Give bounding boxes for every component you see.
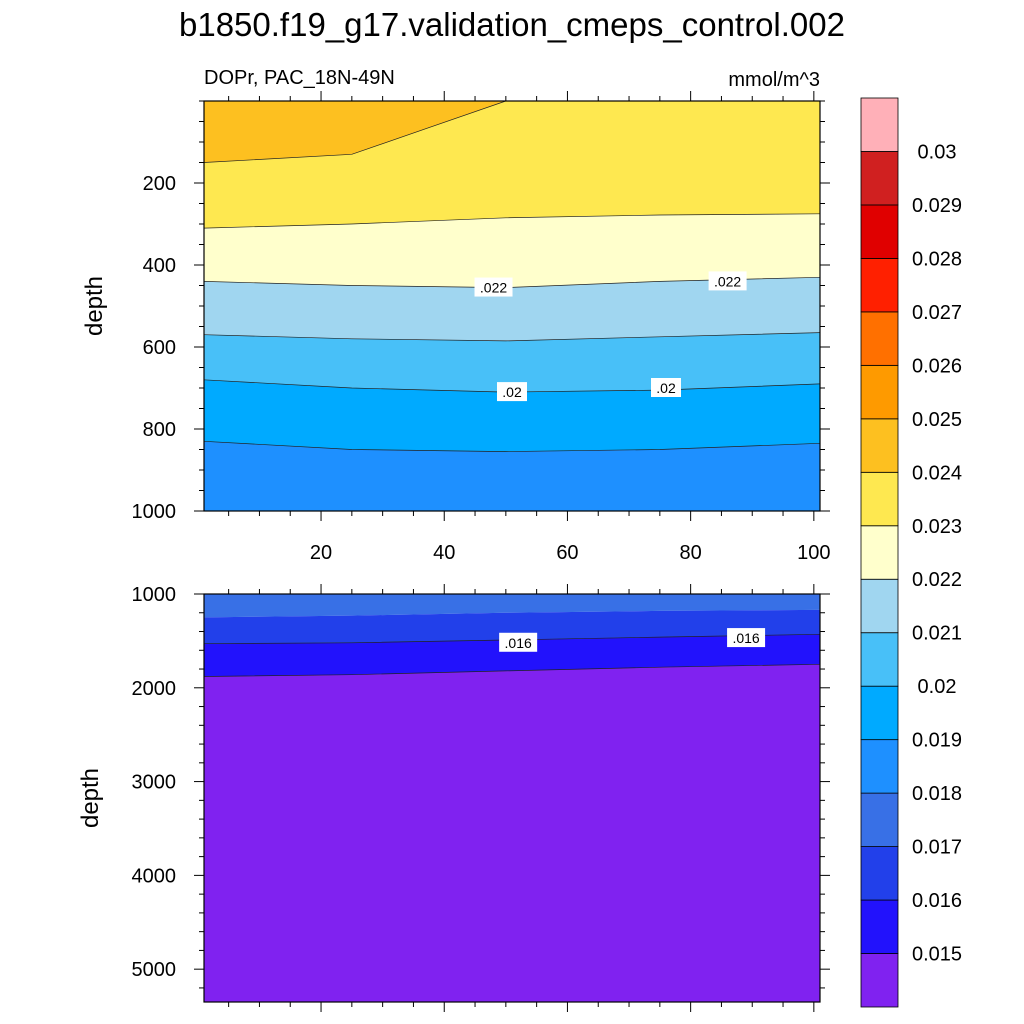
y-tick-label: 200 bbox=[143, 173, 176, 195]
colorbar-swatch bbox=[860, 204, 899, 259]
y-tick-label: 1000 bbox=[132, 501, 177, 523]
colorbar-swatch bbox=[860, 685, 899, 741]
y-tick-label: 5000 bbox=[132, 959, 177, 981]
x-tick-label: 20 bbox=[310, 542, 332, 564]
contour-line bbox=[203, 663, 821, 677]
colorbar-swatch bbox=[860, 258, 899, 313]
colorbar-label: 0.02 bbox=[918, 676, 957, 698]
colorbar-swatch bbox=[860, 471, 899, 527]
y-tick-label: 400 bbox=[143, 255, 176, 277]
plot-frame bbox=[203, 593, 821, 1003]
contour-label: .016 bbox=[499, 632, 538, 652]
colorbar-swatch bbox=[860, 151, 899, 206]
left-subtitle: DOPr, PAC_18N-49N bbox=[204, 67, 395, 89]
colorbar-swatch bbox=[860, 899, 899, 954]
colorbar-label: 0.027 bbox=[912, 302, 962, 324]
contour-label: .016 bbox=[727, 628, 766, 648]
contour-band bbox=[204, 101, 820, 229]
colorbar-swatch bbox=[860, 97, 899, 152]
contour-label: .02 bbox=[651, 378, 681, 397]
chart-title: b1850.f19_g17.validation_cmeps_control.0… bbox=[179, 6, 845, 43]
colorbar-swatch bbox=[860, 792, 899, 847]
x-tick-label: 100 bbox=[797, 542, 830, 564]
contour-band bbox=[204, 379, 820, 452]
contour-band bbox=[204, 441, 820, 511]
y-tick-label: 4000 bbox=[132, 865, 177, 887]
contour-band bbox=[204, 594, 820, 618]
colorbar-label: 0.025 bbox=[912, 409, 962, 431]
x-tick-label: 80 bbox=[680, 542, 702, 564]
contour-label-text: .016 bbox=[732, 630, 759, 646]
colorbar-swatch bbox=[860, 578, 899, 634]
y-tick-label: 3000 bbox=[132, 772, 177, 794]
colorbar: 0.015 0.016 0.017 0.018 0.019 0.02 0.021 0.022 0… bbox=[860, 97, 962, 1008]
colorbar-label: 0.03 bbox=[918, 141, 957, 163]
colorbar-label: 0.017 bbox=[912, 837, 962, 859]
colorbar-label: 0.028 bbox=[912, 248, 962, 270]
upper-ylabel: depth bbox=[81, 276, 108, 336]
colorbar-label: 0.019 bbox=[912, 730, 962, 752]
contour-label-text: .02 bbox=[656, 380, 676, 396]
colorbar-label: 0.022 bbox=[912, 569, 962, 591]
colorbar-swatch bbox=[860, 364, 899, 420]
contour-label-text: .016 bbox=[505, 635, 532, 651]
upper-panel: .022 .022 .02 .02 200 400 600 800 1000 20 40 60 80 10… bbox=[132, 91, 831, 564]
contour-band bbox=[204, 332, 820, 393]
colorbar-label: 0.029 bbox=[912, 195, 962, 217]
colorbar-swatch bbox=[860, 739, 899, 794]
units-subtitle: mmol/m^3 bbox=[728, 69, 820, 91]
x-tick-label: 60 bbox=[556, 542, 578, 564]
contour-label-text: .022 bbox=[714, 273, 741, 289]
lower-ylabel: depth bbox=[77, 768, 104, 828]
contour-label-text: .022 bbox=[480, 280, 507, 296]
contour-line bbox=[203, 213, 821, 229]
colorbar-label: 0.021 bbox=[912, 623, 962, 645]
y-tick-label: 800 bbox=[143, 419, 176, 441]
x-tick-label: 40 bbox=[433, 542, 455, 564]
colorbar-swatch bbox=[860, 311, 899, 366]
y-tick-label: 2000 bbox=[132, 678, 177, 700]
colorbar-label: 0.015 bbox=[912, 944, 962, 966]
contour-label-text: .02 bbox=[502, 384, 522, 400]
colorbar-swatch bbox=[860, 418, 899, 473]
colorbar-label: 0.024 bbox=[912, 462, 962, 484]
colorbar-label: 0.016 bbox=[912, 890, 962, 912]
contour-band bbox=[204, 609, 820, 644]
colorbar-label: 0.023 bbox=[912, 516, 962, 538]
contour-band bbox=[204, 664, 820, 1002]
contour-band bbox=[204, 213, 820, 288]
contour-label: .022 bbox=[708, 271, 747, 291]
contour-band bbox=[204, 277, 820, 341]
contour-line bbox=[203, 440, 821, 452]
colorbar-label: 0.026 bbox=[912, 355, 962, 377]
contour-label: .02 bbox=[497, 382, 527, 402]
colorbar-swatch bbox=[860, 953, 899, 1008]
contour-band bbox=[204, 634, 820, 677]
colorbar-label: 0.018 bbox=[912, 783, 962, 805]
colorbar-swatch bbox=[860, 846, 899, 901]
contour-label: .022 bbox=[474, 277, 513, 297]
contour-line bbox=[203, 332, 821, 342]
contour-band bbox=[204, 101, 820, 163]
colorbar-swatch bbox=[860, 525, 899, 580]
lower-panel: .016 .016 1000 2000 3000 4000 5000 bbox=[132, 584, 830, 1012]
colorbar-swatch bbox=[860, 632, 899, 687]
y-tick-label: 1000 bbox=[132, 584, 177, 606]
y-tick-label: 600 bbox=[143, 337, 176, 359]
